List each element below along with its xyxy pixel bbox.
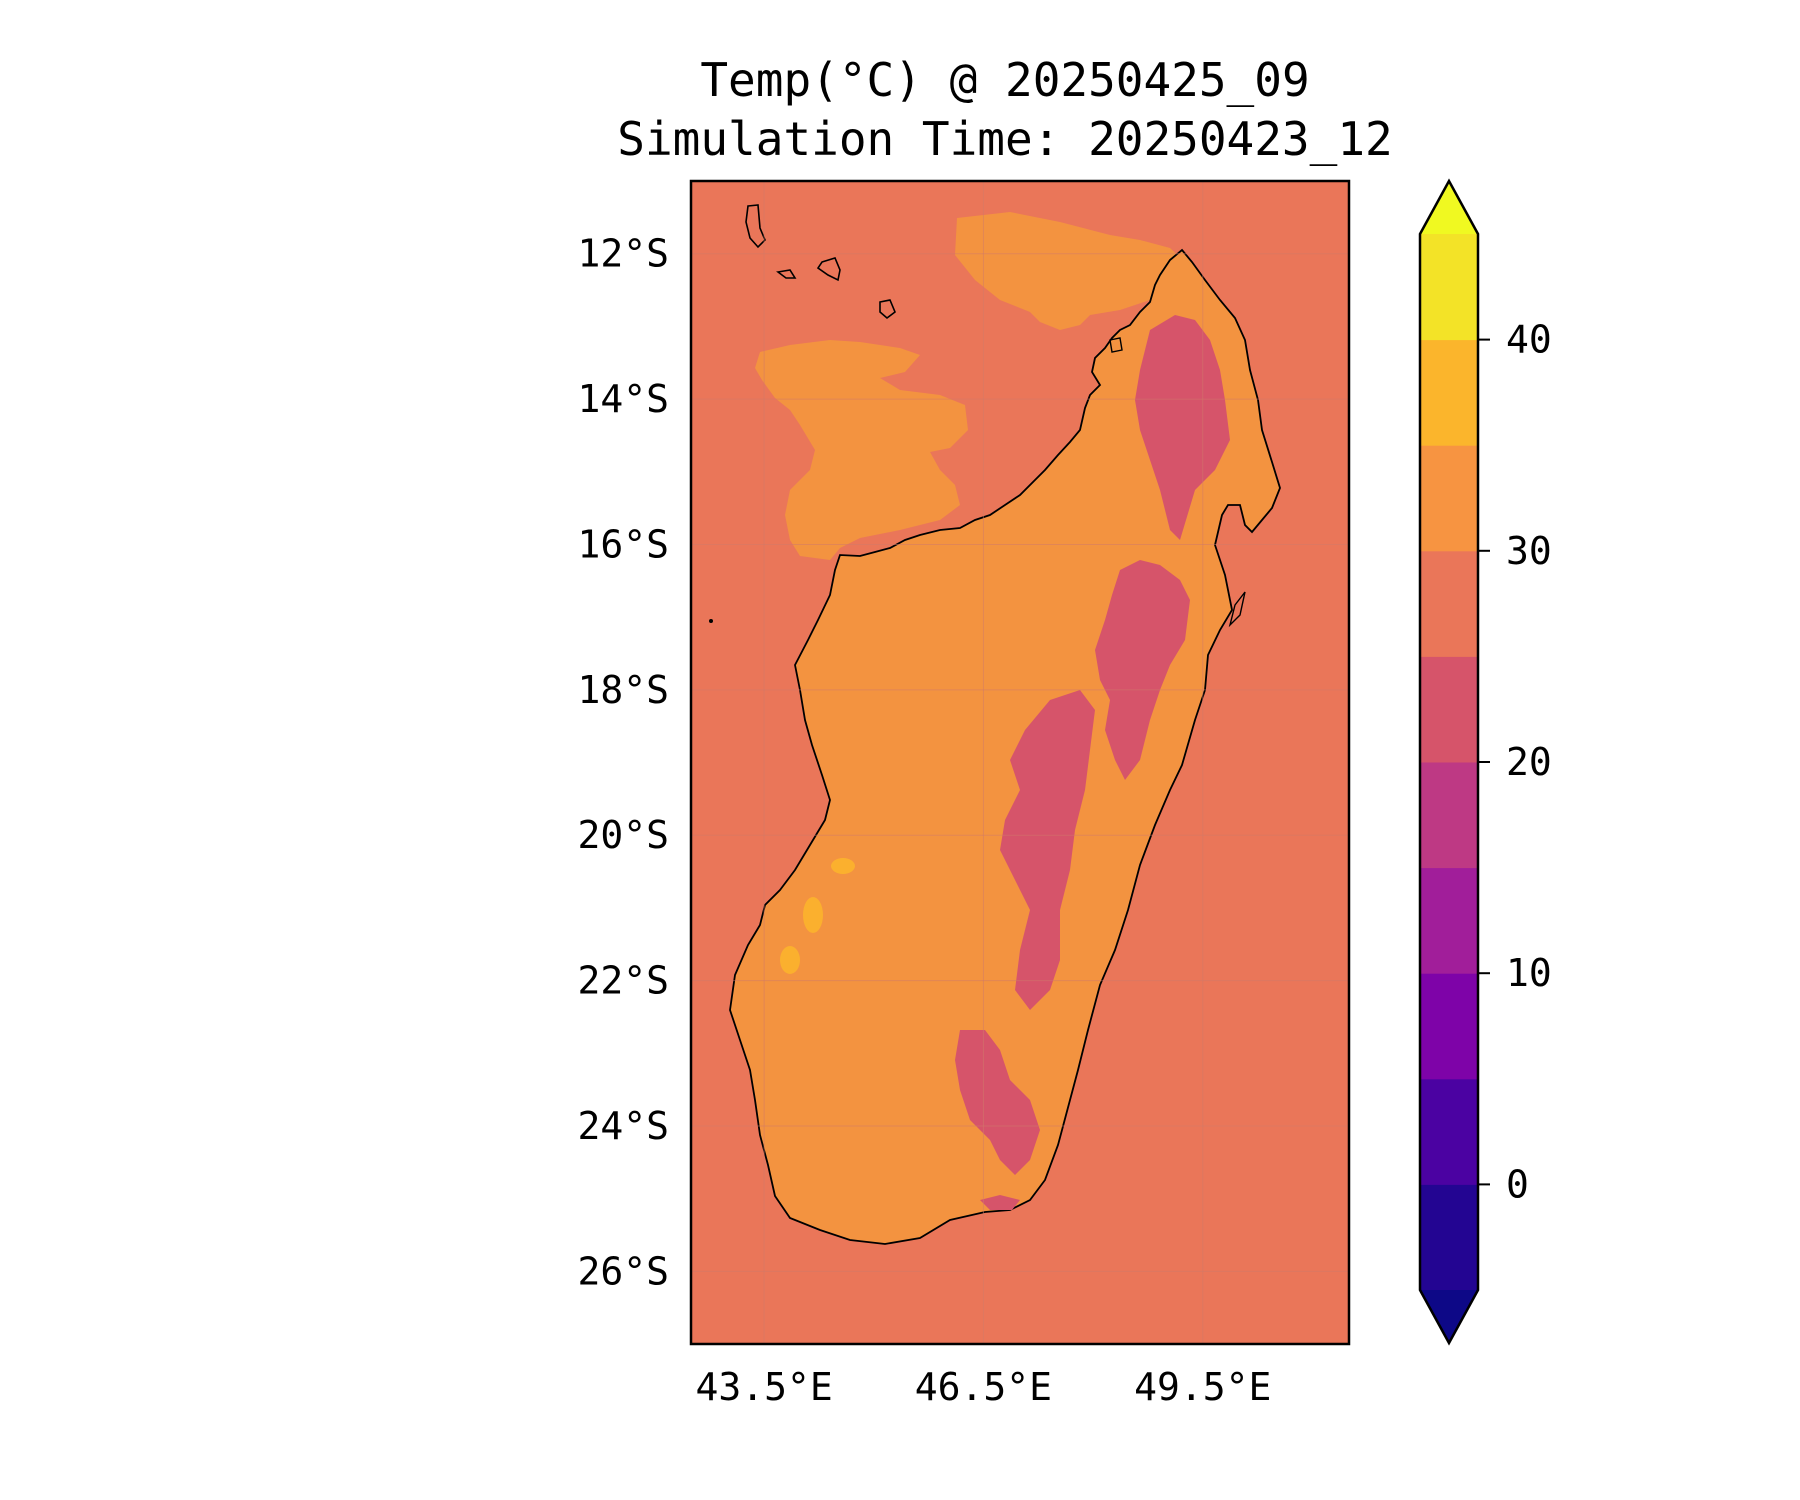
warm-sea-plume — [955, 212, 1185, 330]
colorbar-level — [1420, 445, 1478, 552]
longitude-labels: 43.5°E 46.5°E 49.5°E — [695, 1365, 1271, 1409]
colorbar-level — [1420, 656, 1478, 763]
lat-tick-label: 12°S — [577, 232, 669, 276]
latitude-labels: 12°S 14°S 16°S 18°S 20°S 22°S 24°S 26°S — [577, 232, 669, 1294]
colorbar-outline — [1418, 178, 1480, 1346]
colorbar-tick-label: 20 — [1506, 740, 1552, 784]
colorbar-level — [1420, 550, 1478, 657]
colorbar-extend-max — [1420, 181, 1478, 234]
map-gridlines — [691, 181, 1349, 1344]
map-frame — [689, 179, 1351, 1346]
colorbar-level — [1420, 973, 1478, 1080]
cool-highland-zones — [955, 315, 1230, 1210]
colorbar-level — [1420, 339, 1478, 446]
colorbar-extend-min — [1420, 1290, 1478, 1343]
colorbar: 40 30 20 10 0 — [1418, 178, 1552, 1346]
colorbar-tick-label: 30 — [1506, 529, 1552, 573]
colorbar-level — [1420, 1184, 1478, 1291]
lat-tick-label: 14°S — [577, 377, 669, 421]
colorbar-level — [1420, 762, 1478, 869]
map-title-line2: Simulation Time: 20250423_12 — [617, 112, 1392, 166]
madagascar-land-temperature — [729, 248, 1281, 1245]
colorbar-level — [1420, 1078, 1478, 1185]
lat-tick-label: 22°S — [577, 959, 669, 1003]
colorbar-tick-label: 10 — [1506, 951, 1552, 995]
lon-tick-label: 46.5°E — [915, 1365, 1052, 1409]
colorbar-tick-label: 0 — [1506, 1162, 1529, 1206]
warm-sea-band — [755, 340, 968, 560]
lat-tick-label: 20°S — [577, 813, 669, 857]
lat-tick-label: 18°S — [577, 668, 669, 712]
colorbar-level — [1420, 234, 1478, 341]
colorbar-level — [1420, 867, 1478, 974]
island-dot — [709, 619, 713, 623]
hot-spots — [780, 858, 855, 974]
lon-tick-label: 49.5°E — [1134, 1365, 1271, 1409]
lon-tick-label: 43.5°E — [695, 1365, 832, 1409]
map-title-line1: Temp(°C) @ 20250425_09 — [700, 53, 1309, 107]
lat-tick-label: 26°S — [577, 1249, 669, 1293]
colorbar-tick-label: 40 — [1506, 318, 1552, 362]
nosy-be-islands — [1109, 337, 1246, 628]
comoros-islands — [745, 204, 896, 320]
lat-tick-label: 16°S — [577, 522, 669, 566]
map-panel — [689, 179, 1351, 1346]
lat-tick-label: 24°S — [577, 1104, 669, 1148]
